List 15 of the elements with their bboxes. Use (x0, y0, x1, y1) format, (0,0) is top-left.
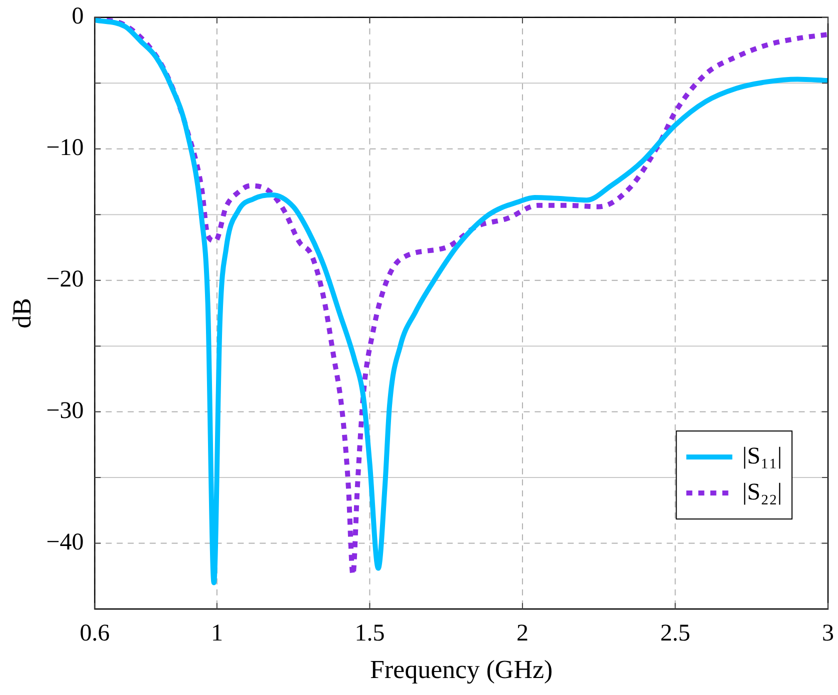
legend-label: |S₁₁| (742, 443, 782, 470)
y-tick-label: −10 (46, 135, 84, 162)
x-tick-label: 2.5 (660, 620, 690, 647)
x-tick-label: 1.5 (354, 620, 385, 647)
x-tick-label: 2 (516, 620, 528, 647)
y-tick-label: 0 (72, 4, 84, 30)
x-tick-label: 3 (822, 620, 834, 647)
y-tick-label: −40 (46, 530, 84, 556)
legend-label: |S₂₂| (742, 479, 782, 506)
x-tick-label: 0.6 (80, 620, 110, 647)
y-tick-label: −20 (46, 266, 84, 293)
x-tick-label: 1 (210, 620, 223, 647)
y-tick-label: −30 (46, 398, 84, 424)
x-axis-title: Frequency (GHz) (370, 655, 553, 684)
y-axis-title: dB (7, 298, 36, 328)
